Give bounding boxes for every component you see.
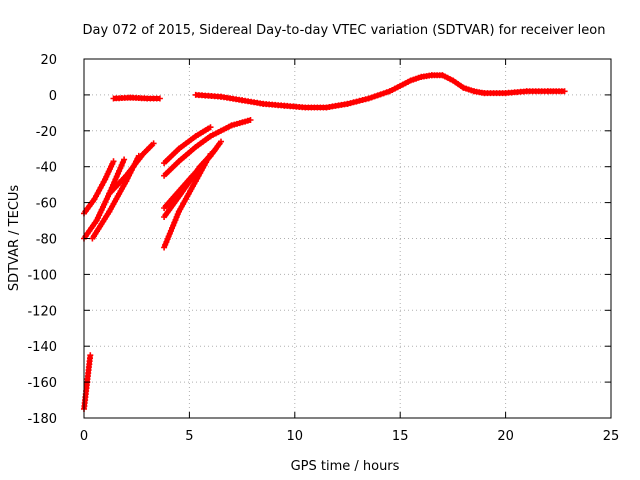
x-axis-label: GPS time / hours [291,459,400,474]
data-point [247,117,254,123]
y-tick-label: -180 [27,412,57,427]
data-point [383,89,390,96]
y-tick-label: 0 [49,89,57,104]
y-tick-label: -100 [27,268,57,283]
tick-layer: 0 5 10 15 20 25 20 0 -20 -40 -60 -80 -100 -120 -140 -16… [27,53,619,444]
series-arc-k [161,124,214,167]
x-tick-label: 5 [185,429,193,444]
data-point [377,91,384,98]
y-tick-label: -140 [27,340,57,355]
y-tick-label: -20 [36,125,57,140]
series-arc-j [161,117,254,179]
series-arc-b [81,158,117,217]
y-tick-label: -40 [36,161,57,176]
y-axis-label: SDTVAR / TECUs [7,185,22,292]
data-point [121,156,128,163]
y-tick-label: -60 [36,197,57,212]
series-arc-f [110,94,163,102]
grid-lines [84,59,611,418]
y-tick-label: -160 [27,376,57,391]
data-point [150,140,157,147]
data-point [156,95,163,102]
y-tick-label: -120 [27,304,57,319]
data-point [207,124,214,131]
data-point [380,90,387,97]
data-point [218,138,224,145]
data-point [365,95,372,102]
series-arc-e [106,140,157,197]
x-tick-label: 20 [497,429,514,444]
chart-title: Day 072 of 2015, Sidereal Day-to-day VTE… [83,23,606,38]
data-point [374,92,381,99]
data-point [368,94,375,101]
x-tick-label: 0 [80,429,88,444]
plot-frame [83,58,612,419]
x-tick-label: 10 [287,429,304,444]
x-tick-label: 15 [392,429,409,444]
x-tick-label: 25 [603,429,620,444]
series-arc-l [192,72,568,111]
series-arc-i [161,138,224,211]
data-point [110,158,117,165]
data-point [561,88,568,95]
y-tick-label: 20 [40,53,57,68]
data-layer [81,72,568,412]
y-tick-label: -80 [36,233,57,248]
data-point [371,93,378,100]
data-point [87,352,94,359]
series-arc-c [81,156,128,242]
